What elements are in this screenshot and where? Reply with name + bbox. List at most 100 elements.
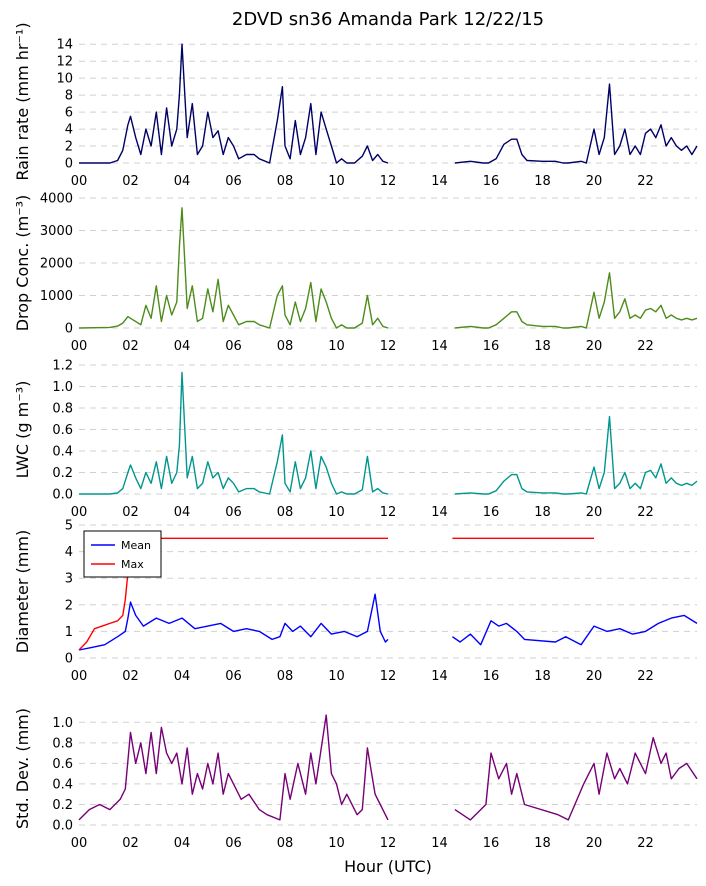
series-line-lwc (79, 371, 698, 495)
panel-std-dev: 0.0 0.2 0.4 0.6 0.8 1.0 00 02 04 06 08 10 12 14 16 18 20… (13, 708, 698, 851)
y-tick-label: 0.6 (52, 423, 73, 438)
series-line-rain-rate (79, 43, 698, 164)
series-line-std-dev (78, 714, 698, 821)
x-tick-label: 04 (174, 174, 191, 189)
x-tick-label: 00 (71, 505, 88, 520)
x-tick-label: 04 (174, 836, 191, 851)
legend-entry: Mean (121, 539, 151, 552)
x-tick-label: 16 (483, 669, 500, 684)
x-tick-label: 18 (534, 669, 551, 684)
legend: Mean Max (83, 530, 162, 578)
x-tick-label: 20 (586, 174, 603, 189)
x-tick-label: 06 (225, 339, 242, 354)
y-tick-label: 12 (56, 55, 73, 70)
y-axis-label: Drop Conc. (m⁻³) (13, 195, 32, 332)
series-line-drop-conc (78, 207, 698, 329)
legend-box (83, 530, 162, 578)
x-tick-label: 06 (225, 505, 242, 520)
y-tick-label: 5 (65, 519, 73, 534)
x-tick-label: 18 (534, 836, 551, 851)
x-tick-label: 00 (71, 669, 88, 684)
x-tick-label: 14 (431, 339, 448, 354)
x-tick-label: 18 (534, 505, 551, 520)
x-tick-label: 20 (586, 339, 603, 354)
x-tick-label: 14 (431, 669, 448, 684)
y-tick-label: 3 (65, 572, 73, 587)
y-tick-label: 2 (65, 598, 73, 613)
y-tick-label: 0.8 (52, 736, 73, 751)
x-tick-label: 08 (277, 505, 294, 520)
x-tick-label: 12 (380, 174, 397, 189)
y-tick-label: 3000 (40, 224, 73, 239)
y-axis-label: Diameter (mm) (13, 530, 32, 653)
y-tick-label: 2000 (40, 257, 73, 272)
y-tick-label: 0.8 (52, 402, 73, 417)
y-tick-label: 1.0 (52, 380, 73, 395)
y-tick-label: 4 (65, 123, 73, 138)
x-tick-label: 10 (328, 669, 345, 684)
legend-entry: Max (121, 558, 144, 571)
y-tick-label: 8 (65, 89, 73, 104)
x-tick-label: 20 (586, 836, 603, 851)
x-tick-label: 22 (637, 836, 654, 851)
x-tick-label: 10 (328, 174, 345, 189)
y-tick-label: 0.6 (52, 757, 73, 772)
y-tick-label: 1.0 (52, 716, 73, 731)
x-tick-label: 02 (122, 836, 139, 851)
x-tick-label: 02 (122, 339, 139, 354)
x-tick-label: 16 (483, 174, 500, 189)
y-tick-label: 0.0 (52, 819, 73, 834)
x-tick-label: 22 (637, 669, 654, 684)
y-tick-label: 0 (65, 652, 73, 667)
y-axis-label: Std. Dev. (mm) (13, 708, 32, 829)
panel-drop-conc: 0 1000 2000 3000 4000 00 02 04 06 08 10 12 14 16 18 20 2… (13, 192, 698, 354)
figure-title: 2DVD sn36 Amanda Park 12/22/15 (232, 9, 544, 30)
x-tick-label: 10 (328, 339, 345, 354)
y-tick-label: 0.0 (52, 488, 73, 503)
x-tick-label: 06 (225, 669, 242, 684)
x-tick-label: 00 (71, 836, 88, 851)
y-tick-label: 14 (56, 38, 73, 53)
x-tick-label: 08 (277, 174, 294, 189)
x-tick-label: 20 (586, 505, 603, 520)
x-tick-label: 02 (122, 669, 139, 684)
x-tick-label: 16 (483, 339, 500, 354)
x-tick-label: 14 (431, 174, 448, 189)
x-tick-label: 00 (71, 174, 88, 189)
x-tick-label: 16 (483, 505, 500, 520)
y-axis-label: LWC (g m⁻³) (13, 381, 32, 479)
x-tick-label: 00 (71, 339, 88, 354)
x-tick-label: 18 (534, 339, 551, 354)
y-tick-label: 2 (65, 140, 73, 155)
x-tick-label: 08 (277, 836, 294, 851)
x-tick-label: 04 (174, 339, 191, 354)
x-tick-label: 06 (225, 174, 242, 189)
y-tick-label: 0.4 (52, 445, 73, 460)
x-tick-label: 04 (174, 669, 191, 684)
y-tick-label: 10 (56, 72, 73, 87)
x-tick-label: 12 (380, 505, 397, 520)
x-tick-label: 08 (277, 339, 294, 354)
x-tick-label: 14 (431, 505, 448, 520)
x-tick-label: 04 (174, 505, 191, 520)
x-tick-label: 08 (277, 669, 294, 684)
x-tick-label: 18 (534, 174, 551, 189)
x-tick-label: 02 (122, 174, 139, 189)
x-tick-label: 02 (122, 505, 139, 520)
x-tick-label: 12 (380, 836, 397, 851)
series-line-mean (78, 593, 698, 651)
y-tick-label: 1 (65, 625, 73, 640)
x-tick-label: 16 (483, 836, 500, 851)
panel-lwc: 0.0 0.2 0.4 0.6 0.8 1.0 1.2 00 02 04 06 08 10 12 14 16 1… (13, 359, 698, 520)
y-tick-label: 4000 (40, 192, 73, 207)
x-tick-label: 06 (225, 836, 242, 851)
x-tick-label: 20 (586, 669, 603, 684)
x-axis-label: Hour (UTC) (344, 857, 432, 876)
x-tick-label: 10 (328, 505, 345, 520)
y-tick-label: 0.2 (52, 466, 73, 481)
y-tick-label: 0 (65, 322, 73, 337)
